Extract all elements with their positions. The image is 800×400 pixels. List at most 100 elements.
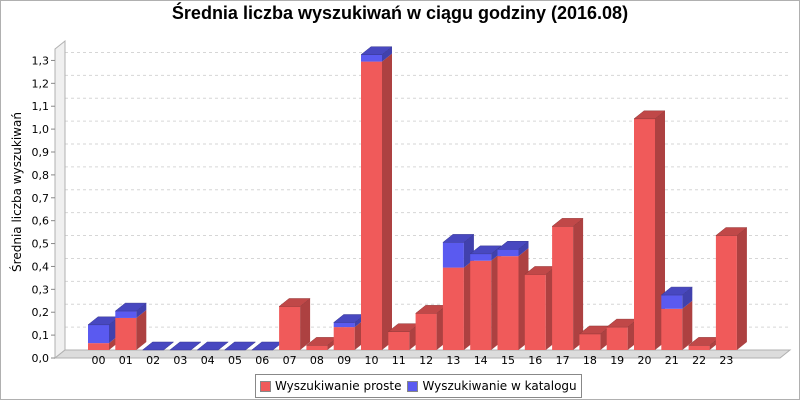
y-tick-label: 1,2 xyxy=(32,77,50,90)
bar-top xyxy=(169,341,202,351)
legend-swatch-simple xyxy=(260,380,271,392)
bar-top xyxy=(551,218,584,227)
bar-simple xyxy=(361,61,382,350)
bar-catalog-side xyxy=(136,303,147,318)
bar-catalog xyxy=(115,311,137,318)
bar-top xyxy=(633,110,666,120)
x-tick-label: 23 xyxy=(719,354,733,367)
bar-simple xyxy=(497,256,519,350)
legend-label-simple: Wyszukiwanie proste xyxy=(275,379,402,393)
x-tick-label: 14 xyxy=(474,354,488,367)
bar-simple xyxy=(333,327,355,350)
y-tick-label: 1,3 xyxy=(32,54,50,67)
legend-label-catalog: Wyszukiwanie w katalogu xyxy=(422,379,577,393)
bar-catalog-side xyxy=(518,241,529,257)
y-tick-label: 0,3 xyxy=(32,283,50,296)
bar-simple xyxy=(579,333,601,350)
x-tick-label: 00 xyxy=(92,354,106,367)
x-tick-label: 16 xyxy=(528,354,542,367)
x-tick-label: 18 xyxy=(583,354,597,367)
bar-simple xyxy=(634,118,655,350)
bar-catalog-side xyxy=(682,287,693,309)
bar-simple xyxy=(442,267,464,350)
bar-catalog xyxy=(442,242,464,268)
bar-simple xyxy=(606,327,628,350)
bar-simple-side xyxy=(300,298,311,350)
bar-top xyxy=(196,341,229,351)
bar-top xyxy=(360,46,393,55)
bar-simple xyxy=(524,274,546,350)
legend-swatch-catalog xyxy=(407,380,419,392)
bar-catalog xyxy=(497,249,519,257)
bar-catalog xyxy=(361,54,382,62)
y-tick-label: 0,2 xyxy=(32,306,50,319)
bar-simple xyxy=(715,235,737,350)
bar-top xyxy=(715,227,748,236)
axis-labels: 0,0 0,1 0,2 0,3 0,4 0,5 0,6 0,7 0,8 0,9 1,0 1,1 1,2 1… xyxy=(32,54,734,367)
bar-simple xyxy=(88,343,109,350)
y-tick-label: 1,0 xyxy=(32,123,50,136)
x-tick-label: 13 xyxy=(446,354,460,367)
left-wall xyxy=(54,39,66,360)
legend-item-catalog: Wyszukiwanie w katalogu xyxy=(407,379,577,393)
bar-top xyxy=(141,341,175,351)
y-tick-label: 0,6 xyxy=(32,215,50,228)
y-axis-label: Średnia liczba wyszukiwań xyxy=(9,112,24,272)
floor xyxy=(53,349,792,359)
x-tick-label: 17 xyxy=(556,354,570,367)
y-tick-label: 0,5 xyxy=(32,238,50,251)
bar-simple xyxy=(115,317,137,350)
x-tick-label: 19 xyxy=(610,354,624,367)
bar-catalog xyxy=(333,322,355,328)
x-tick-label: 20 xyxy=(638,354,652,367)
bar-simple-side xyxy=(382,53,392,350)
bar-top xyxy=(442,234,475,243)
bar-simple xyxy=(552,226,574,350)
bar-simple-side xyxy=(573,218,584,350)
y-tick-label: 0,4 xyxy=(32,260,50,273)
bar-simple xyxy=(415,313,437,350)
axes xyxy=(51,39,792,360)
x-tick-label: 04 xyxy=(201,354,215,367)
x-tick-label: 02 xyxy=(146,354,160,367)
x-tick-label: 07 xyxy=(283,354,297,367)
x-tick-label: 10 xyxy=(365,354,379,367)
bar-simple-side xyxy=(655,110,665,350)
bar-simple xyxy=(688,345,710,350)
y-tick-label: 0,1 xyxy=(32,329,50,342)
bar-simple-side xyxy=(736,227,747,350)
bar-simple-side xyxy=(682,300,693,350)
bar-top xyxy=(278,298,311,307)
bar-top xyxy=(469,245,502,255)
bar-top xyxy=(660,286,694,296)
x-tick-label: 11 xyxy=(392,354,406,367)
x-tick-label: 22 xyxy=(692,354,706,367)
y-tick-label: 0,9 xyxy=(32,146,50,159)
bar-top xyxy=(496,241,530,250)
y-tick-label: 1,1 xyxy=(32,100,50,113)
bar-catalog xyxy=(661,295,683,309)
grid-lines xyxy=(65,51,790,328)
x-tick-label: 05 xyxy=(228,354,242,367)
bar-simple xyxy=(470,260,492,350)
chart-title: Średnia liczba wyszukiwań w ciągu godzin… xyxy=(171,3,629,23)
bar-simple-side xyxy=(136,309,147,350)
bar-simple xyxy=(279,306,301,350)
bar-top xyxy=(223,341,257,351)
x-tick-label: 09 xyxy=(337,354,351,367)
x-tick-label: 21 xyxy=(665,354,679,367)
bar-top xyxy=(251,341,284,351)
legend-item-simple: Wyszukiwanie proste xyxy=(260,379,401,393)
y-tick-label: 0,7 xyxy=(32,192,50,205)
bar-catalog-side xyxy=(382,46,392,62)
x-tick-label: 08 xyxy=(310,354,324,367)
y-tick-label: 0,8 xyxy=(32,169,50,182)
bar-simple xyxy=(306,345,328,350)
x-tick-label: 03 xyxy=(173,354,187,367)
x-tick-label: 12 xyxy=(419,354,433,367)
x-tick-label: 01 xyxy=(119,354,133,367)
bar-catalog xyxy=(470,253,492,261)
bars xyxy=(87,46,748,351)
bar-top xyxy=(114,302,148,312)
